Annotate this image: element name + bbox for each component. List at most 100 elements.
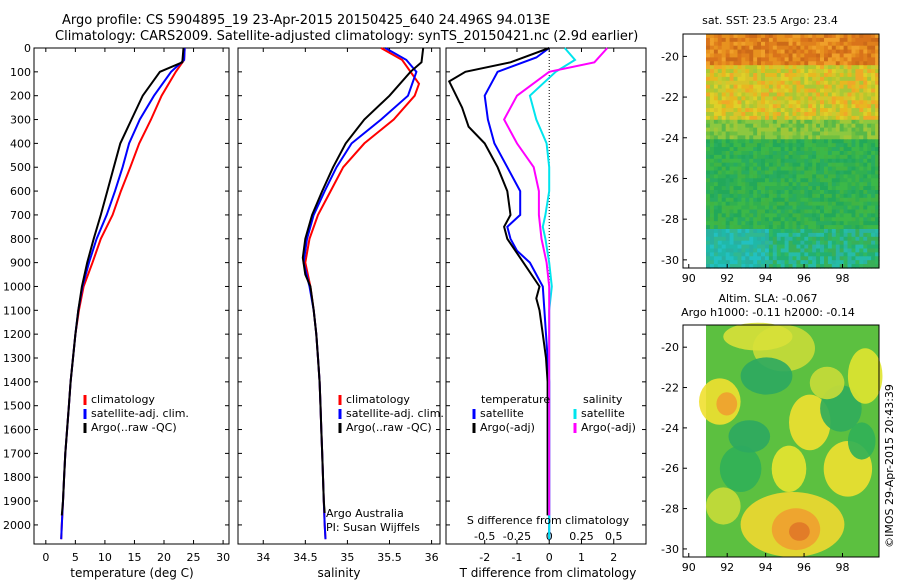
sst-cell <box>812 92 817 97</box>
sst-cell <box>713 166 719 172</box>
sst-cell <box>800 158 805 164</box>
sst-cell <box>784 115 790 121</box>
sst-cell <box>820 166 825 172</box>
sst-cell <box>733 139 738 144</box>
sst-cell <box>761 88 766 94</box>
sst-cell <box>812 260 817 265</box>
sst-cell <box>871 119 876 125</box>
sst-cell <box>863 193 868 199</box>
sst-cell <box>843 104 849 109</box>
sst-cell <box>761 147 766 152</box>
sst-cell <box>843 123 849 129</box>
sst-cell <box>792 53 797 58</box>
map-y-tick-label: -26 <box>661 462 679 475</box>
sst-cell <box>831 213 837 218</box>
sst-cell <box>816 201 821 207</box>
sst-cell <box>768 135 774 140</box>
sst-cell <box>706 147 711 152</box>
sst-cell <box>729 65 735 70</box>
sst-cell <box>772 45 778 51</box>
sst-cell <box>733 112 738 117</box>
sst-cell <box>875 236 880 242</box>
sst-cell <box>804 127 809 133</box>
sst-cell <box>709 92 715 97</box>
sst-cell <box>768 256 774 261</box>
sst-cell <box>737 104 742 109</box>
sst-cell <box>855 104 860 109</box>
sst-cell <box>843 112 849 117</box>
sst-cell <box>737 41 742 47</box>
sst-cell <box>741 41 746 47</box>
sst-cell <box>733 166 738 172</box>
sst-cell <box>827 182 833 187</box>
sst-cell <box>800 256 805 261</box>
sst-cell <box>780 174 786 179</box>
sst-cell <box>757 252 762 257</box>
sst-cell <box>827 236 833 242</box>
legend-item: climatology <box>91 393 155 406</box>
sst-cell <box>757 213 762 218</box>
sst-cell <box>835 256 841 261</box>
sst-cell <box>721 112 727 117</box>
sst-cell <box>863 119 868 125</box>
sst-cell <box>725 232 731 238</box>
sst-cell <box>741 147 746 152</box>
sst-cell <box>749 108 754 113</box>
sst-cell <box>709 217 715 222</box>
sst-cell <box>867 73 872 78</box>
sst-cell <box>804 53 809 58</box>
sst-cell <box>808 154 813 160</box>
sst-cell <box>776 186 782 191</box>
sst-cell <box>733 92 738 97</box>
sst-cell <box>816 131 821 136</box>
sst-cell <box>804 88 809 94</box>
sst-cell <box>827 45 833 51</box>
sst-cell <box>753 104 758 109</box>
sst-cell <box>713 174 719 179</box>
sst-cell <box>784 127 790 133</box>
sst-cell <box>737 53 742 58</box>
sst-cell <box>835 53 841 58</box>
legend-item: Argo(-adj) <box>480 421 535 434</box>
sst-cell <box>792 131 797 136</box>
sst-cell <box>706 197 711 203</box>
sst-cell <box>851 201 856 207</box>
sst-cell <box>820 69 825 74</box>
sst-cell <box>745 221 750 226</box>
sst-cell <box>717 127 723 133</box>
sst-cell <box>717 100 723 105</box>
sst-cell <box>871 131 876 136</box>
sst-cell <box>706 252 711 257</box>
sst-cell <box>863 213 868 218</box>
sst-cell <box>706 80 711 86</box>
sst-cell <box>835 108 841 113</box>
sst-cell <box>851 76 856 82</box>
sst-cell <box>851 260 856 265</box>
sst-cell <box>745 147 750 152</box>
sst-cell <box>706 127 711 133</box>
sst-cell <box>796 143 801 148</box>
sst-cell <box>780 162 786 168</box>
sst-cell <box>745 158 750 164</box>
sst-cell <box>729 178 735 183</box>
sst-cell <box>772 221 778 226</box>
sst-cell <box>725 217 731 222</box>
sst-cell <box>753 244 758 250</box>
sst-cell <box>729 115 735 121</box>
sst-cell <box>796 182 801 187</box>
sst-cell <box>749 154 754 160</box>
sst-cell <box>835 248 841 253</box>
sst-cell <box>761 260 766 265</box>
sst-cell <box>835 190 841 195</box>
sst-cell <box>820 100 825 105</box>
sst-cell <box>780 45 786 51</box>
sst-cell <box>827 131 833 136</box>
sst-cell <box>851 154 856 160</box>
sst-cell <box>867 193 872 199</box>
sst-cell <box>835 84 841 90</box>
sst-cell <box>871 182 876 187</box>
sst-cell <box>820 264 825 269</box>
sst-cell <box>772 190 778 195</box>
sst-cell <box>737 100 742 105</box>
sst-cell <box>792 65 797 70</box>
